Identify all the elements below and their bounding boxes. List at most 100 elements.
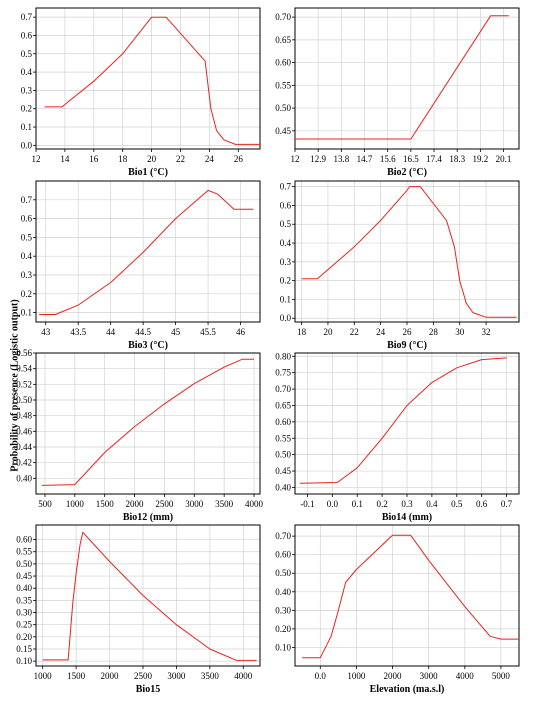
- x-tick-label: 14: [60, 154, 70, 164]
- x-tick-label: 0.2: [376, 499, 387, 509]
- y-tick-label: 0.6: [21, 214, 33, 224]
- x-tick-label: 0.6: [476, 499, 488, 509]
- y-tick-label: 0.30: [275, 605, 291, 615]
- y-tick-label: 0.1: [280, 294, 291, 304]
- y-tick-label: 0.3: [21, 85, 33, 95]
- chart-panel-2: 12 12.9 13.8 14.7 15.6 16.5 17.4 18.3 19.2 20.1 0.…: [275, 7, 520, 178]
- y-tick-label: 0.40: [275, 587, 291, 597]
- y-tick-label: 0.6: [280, 200, 292, 210]
- response-curve: [301, 186, 517, 318]
- x-tick-label: 0.3: [401, 499, 413, 509]
- y-tick-label: 0.60: [275, 417, 291, 427]
- y-tick-label: 0.80: [275, 351, 291, 361]
- x-tick-label: 4000: [245, 499, 264, 509]
- y-tick-label: 0.40: [16, 583, 32, 593]
- x-tick-label: 0.1: [352, 499, 363, 509]
- x-tick-label: 3500: [215, 499, 234, 509]
- y-tick-label: 0.46: [16, 426, 32, 436]
- x-tick-label: 46: [236, 327, 246, 337]
- y-tick-label: 0.42: [16, 458, 32, 468]
- y-tick-label: 0.55: [275, 80, 291, 90]
- x-tick-label: 500: [38, 499, 52, 509]
- x-tick-label: 2000: [384, 671, 403, 681]
- x-axis-label: Elevation (ma.s.l): [370, 684, 445, 695]
- y-tick-label: 0.7: [280, 182, 292, 192]
- y-tick-label: 0.60: [16, 535, 32, 545]
- y-tick-label: 0.20: [275, 624, 291, 634]
- y-tick-label: 0.3: [280, 257, 292, 267]
- x-tick-label: 30: [455, 327, 465, 337]
- chart-panel-3: 43 43.5 44 44.5 45 45.5 46 0.1 0.2 0.3 0.4 0.5 0.6 0.…: [21, 180, 261, 351]
- y-tick-label: 0.20: [16, 632, 32, 642]
- x-tick-label: 3000: [185, 499, 204, 509]
- x-tick-label: 43: [41, 327, 51, 337]
- y-tick-label: 0.4: [21, 67, 33, 77]
- x-tick-label: 5000: [492, 671, 511, 681]
- y-tick-label: 0.65: [275, 400, 291, 410]
- x-tick-label: 16: [89, 154, 99, 164]
- x-tick-label: 4000: [234, 671, 253, 681]
- x-tick-label: 24: [205, 154, 215, 164]
- x-tick-label: 43.5: [70, 327, 86, 337]
- x-tick-label: 3500: [201, 671, 220, 681]
- y-tick-label: 0.40: [16, 473, 32, 483]
- y-tick-label: 0.50: [275, 103, 291, 113]
- y-tick-label: 0.5: [21, 232, 33, 242]
- y-tick-label: 0.1: [21, 122, 32, 132]
- y-tick-label: 0.4: [280, 238, 292, 248]
- y-tick-label: 0.50: [275, 450, 291, 460]
- y-tick-label: 0.35: [16, 595, 32, 605]
- x-tick-label: 19.2: [473, 154, 489, 164]
- x-tick-label: 2000: [126, 499, 145, 509]
- plot-area: [36, 8, 260, 149]
- y-tick-label: 0.52: [16, 379, 32, 389]
- plot-frame: [35, 180, 261, 323]
- chart-panel-6: -0.1 0.0 0.1 0.2 0.3 0.4 0.5 0.6 0.7 0.40 0.45 0.50…: [275, 351, 520, 523]
- y-tick-label: 0.1: [21, 308, 32, 318]
- plot-frame: [35, 352, 261, 495]
- y-tick-label: 0.2: [21, 289, 32, 299]
- x-tick-label: 3000: [420, 671, 439, 681]
- y-tick-label: 0.54: [16, 364, 32, 374]
- y-tick-label: 0.70: [275, 12, 291, 22]
- y-tick-label: 0.10: [16, 656, 32, 666]
- plot-frame: [35, 7, 261, 150]
- y-tick-label: 0.60: [275, 58, 291, 68]
- y-tick-label: 0.7: [21, 195, 33, 205]
- x-tick-label: 0.0: [315, 671, 327, 681]
- chart-panel-4: 18 20 22 24 26 28 30 32 0.0 0.1 0.2 0.3 0.4 0.5 0.6 0.7…: [280, 180, 520, 351]
- plot-area: [36, 353, 260, 494]
- x-tick-label: 3000: [167, 671, 186, 681]
- plot-area: [295, 8, 519, 149]
- y-tick-label: 0.30: [16, 608, 32, 618]
- x-tick-label: 24: [376, 327, 386, 337]
- y-tick-label: 0.60: [275, 550, 291, 560]
- y-tick-label: 0.55: [16, 547, 32, 557]
- y-tick-label: 0.0: [280, 313, 292, 323]
- x-tick-label: 15.6: [380, 154, 396, 164]
- x-tick-label: 17.4: [426, 154, 442, 164]
- x-tick-label: 0.4: [426, 499, 438, 509]
- x-tick-label: 1500: [96, 499, 115, 509]
- x-tick-label: 1000: [66, 499, 85, 509]
- x-tick-label: 0.7: [501, 499, 513, 509]
- y-tick-label: 0.50: [16, 395, 32, 405]
- y-tick-label: 0.3: [21, 270, 33, 280]
- x-axis-label: Bio3 (°C): [128, 340, 168, 351]
- x-tick-label: 32: [482, 327, 491, 337]
- x-tick-label: 1000: [347, 671, 366, 681]
- y-tick-label: 0.10: [275, 642, 291, 652]
- y-tick-label: 0.45: [275, 466, 291, 476]
- x-tick-label: 44: [106, 327, 116, 337]
- y-tick-label: 0.50: [275, 568, 291, 578]
- x-tick-label: 18: [297, 327, 307, 337]
- y-tick-label: 0.55: [275, 433, 291, 443]
- x-tick-label: 18: [118, 154, 128, 164]
- response-curve: [44, 16, 260, 145]
- x-tick-label: 0.0: [327, 499, 339, 509]
- x-tick-label: 28: [429, 327, 439, 337]
- plot-frame: [35, 524, 261, 667]
- plot-frame: [294, 7, 520, 150]
- x-tick-label: 20: [323, 327, 333, 337]
- y-tick-label: 0.6: [21, 30, 33, 40]
